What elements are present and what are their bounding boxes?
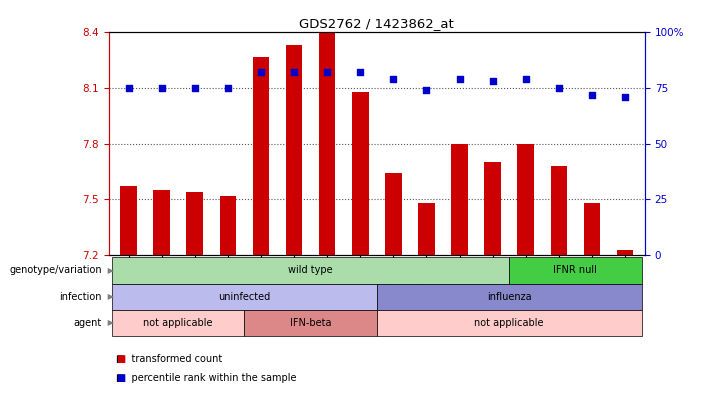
Title: GDS2762 / 1423862_at: GDS2762 / 1423862_at (299, 17, 454, 30)
Bar (319, 32, 335, 255)
Point (620, 94, 631, 100)
Bar (484, 162, 501, 255)
Text: ▶: ▶ (105, 266, 114, 275)
Point (553, 85, 564, 92)
Text: ■  transformed count: ■ transformed count (116, 354, 222, 364)
Point (586, 92, 597, 98)
Text: ■: ■ (116, 354, 125, 364)
Bar (121, 186, 137, 255)
Bar (517, 144, 534, 255)
Text: ■: ■ (116, 373, 125, 383)
Point (487, 78, 498, 85)
Text: ■  percentile rank within the sample: ■ percentile rank within the sample (116, 373, 296, 383)
Text: not applicable: not applicable (144, 318, 213, 328)
Point (255, 69, 266, 76)
Bar (352, 92, 369, 255)
Text: IFN-beta: IFN-beta (290, 318, 332, 328)
Text: ▶: ▶ (105, 318, 114, 328)
Point (388, 76, 399, 83)
Point (156, 85, 168, 92)
Bar (252, 57, 269, 255)
Point (189, 85, 200, 92)
Point (222, 85, 233, 92)
Bar (584, 203, 600, 255)
Text: influenza: influenza (487, 292, 531, 302)
Text: agent: agent (74, 318, 102, 328)
Bar (418, 203, 435, 255)
Point (355, 69, 366, 76)
Bar (186, 192, 203, 255)
Text: IFNR null: IFNR null (554, 265, 597, 275)
Bar (286, 45, 302, 255)
Bar (154, 190, 170, 255)
Bar (617, 249, 633, 255)
Text: ▶: ▶ (105, 292, 114, 301)
Point (454, 76, 465, 83)
Bar (219, 196, 236, 255)
Point (322, 69, 333, 76)
Point (421, 87, 432, 94)
Text: genotype/variation: genotype/variation (9, 265, 102, 275)
Point (123, 85, 134, 92)
Text: infection: infection (59, 292, 102, 302)
Text: uninfected: uninfected (218, 292, 271, 302)
Point (288, 69, 299, 76)
Bar (385, 173, 402, 255)
Bar (451, 144, 468, 255)
Text: wild type: wild type (288, 265, 333, 275)
Bar (550, 166, 567, 255)
Point (520, 76, 531, 83)
Text: not applicable: not applicable (475, 318, 544, 328)
